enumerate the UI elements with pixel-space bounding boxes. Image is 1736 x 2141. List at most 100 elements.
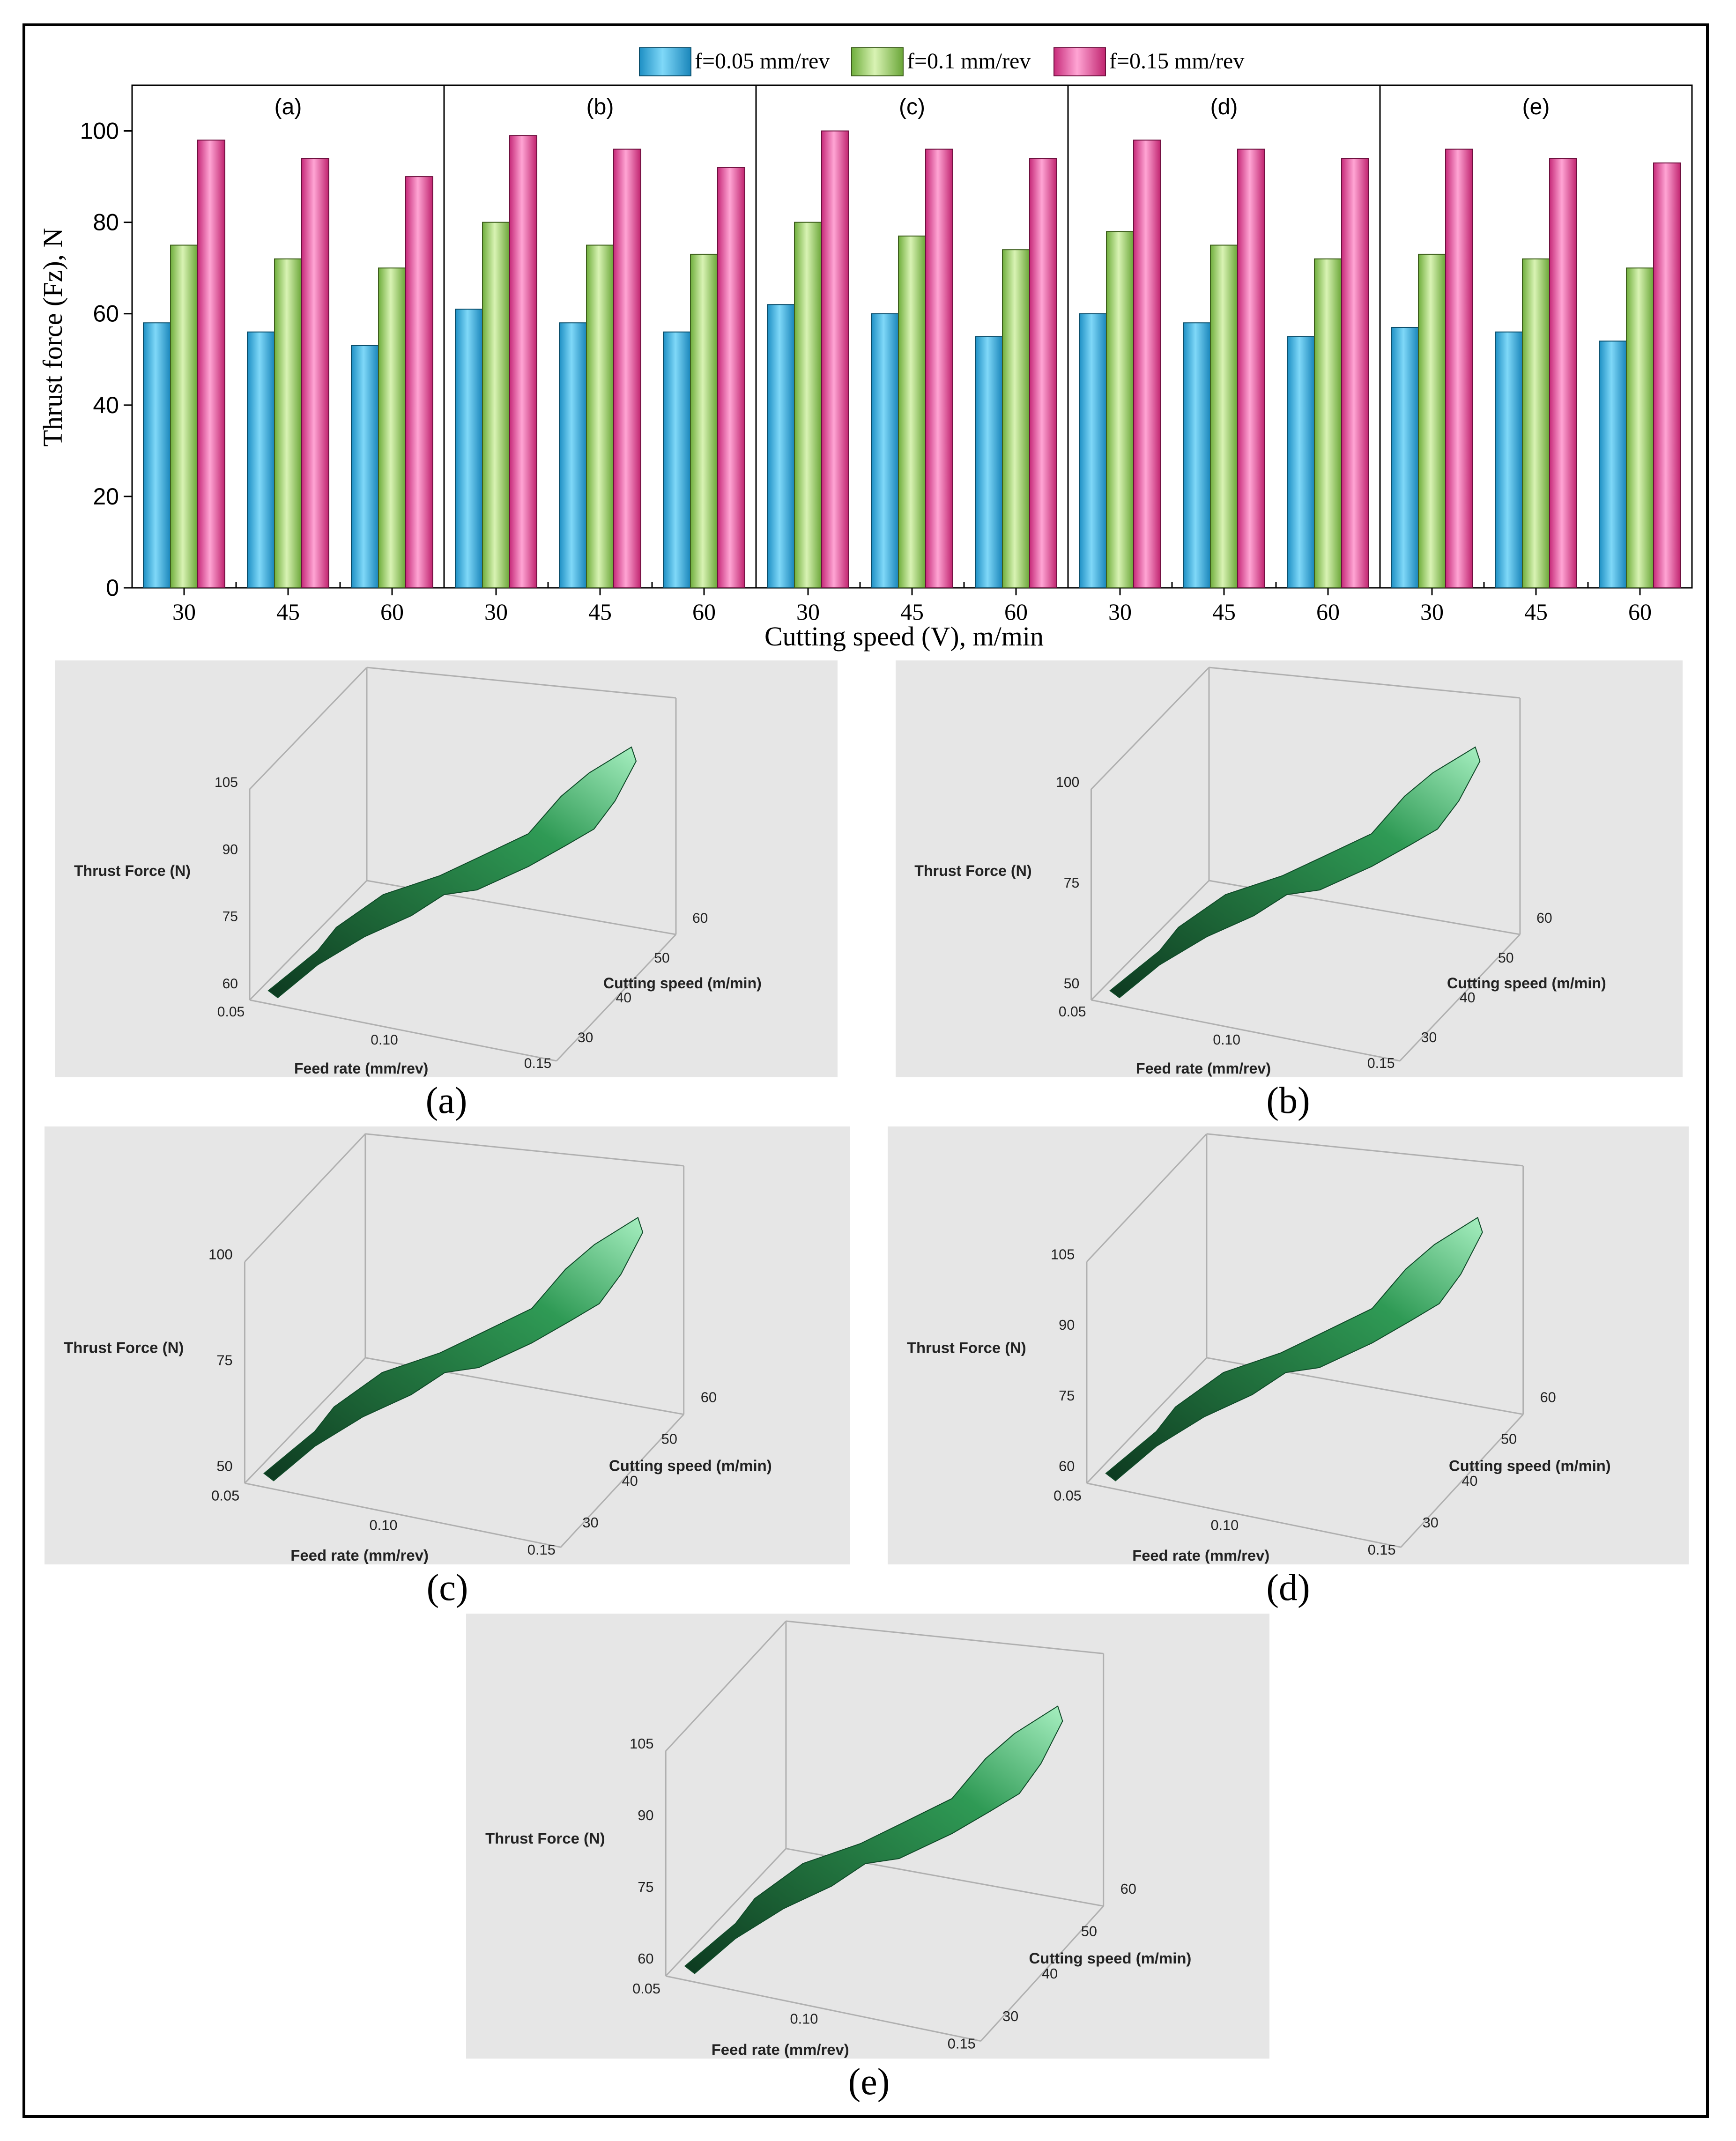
y-tick-label: 40 xyxy=(1462,1473,1477,1489)
floor-edge xyxy=(556,933,677,1062)
y-axis-label: Cutting speed (m/min) xyxy=(1449,1457,1611,1474)
legend-label: f=0.15 mm/rev xyxy=(1109,49,1244,74)
group-label: (a) xyxy=(274,95,302,119)
y-axis-label: Cutting speed (m/min) xyxy=(1447,975,1606,992)
bar-3-2-2 xyxy=(1341,158,1369,588)
x-tick-label: 0.10 xyxy=(1210,1517,1239,1533)
z-tick-label: 75 xyxy=(216,1352,232,1369)
bar-4-1-0 xyxy=(1495,331,1523,588)
bar-1-0-2 xyxy=(509,135,537,588)
bar-1-0-0 xyxy=(455,308,483,588)
bar-0-2-1 xyxy=(378,267,406,588)
bar-3-1-1 xyxy=(1210,244,1238,588)
top-edge xyxy=(1086,1133,1208,1262)
y-tick-label: 30 xyxy=(1421,1030,1437,1045)
bar-3-2-1 xyxy=(1314,258,1342,588)
caption-a: (a) xyxy=(425,1080,467,1121)
y-tick-label: 30 xyxy=(578,1030,593,1045)
bar-3-0-1 xyxy=(1106,231,1134,588)
floor-edge xyxy=(1091,999,1400,1062)
x-tick-label: 45 xyxy=(1524,599,1548,625)
y-tick-label: 0 xyxy=(106,575,119,601)
x-tick-label: 0.15 xyxy=(948,2036,976,2052)
z-tick-label: 105 xyxy=(1051,1246,1075,1263)
floor-edge xyxy=(560,1414,684,1548)
floor-edge xyxy=(665,1975,981,2042)
x-tick-label: 0.05 xyxy=(1053,1487,1082,1504)
bar-2-1-1 xyxy=(898,235,926,588)
floor-edge xyxy=(244,1357,366,1484)
top-edge xyxy=(365,1133,684,1167)
y-tick-label: 60 xyxy=(1540,1389,1556,1405)
y-axis-label: Cutting speed (m/min) xyxy=(609,1457,772,1474)
legend-swatch xyxy=(1053,47,1106,76)
x-tick-label: 60 xyxy=(1004,599,1028,625)
z-tick-label: 75 xyxy=(1059,1387,1075,1404)
x-tick-label: 30 xyxy=(796,599,820,625)
x-tick-label: 45 xyxy=(900,599,924,625)
group-label: (d) xyxy=(1210,95,1238,119)
z-axis-label: Thrust Force (N) xyxy=(74,862,191,879)
x-tick-label: 0.10 xyxy=(790,2010,818,2027)
figure-frame xyxy=(22,23,1709,2118)
group-label: (b) xyxy=(586,95,614,119)
y-tick-label: 40 xyxy=(1460,990,1476,1006)
z-tick-label: 75 xyxy=(638,1879,653,1895)
x-tick-label: 0.05 xyxy=(632,1980,660,1997)
y-tick-label: 50 xyxy=(654,950,669,966)
top-edge xyxy=(366,667,676,699)
bar-4-1-1 xyxy=(1522,258,1550,588)
y-tick-label: 30 xyxy=(1002,2008,1018,2024)
y-tick-label: 60 xyxy=(93,301,119,327)
z-axis-label: Thrust Force (N) xyxy=(64,1339,184,1356)
floor-edge xyxy=(249,880,368,1001)
y-tick-label: 60 xyxy=(692,911,708,926)
top-edge xyxy=(249,667,368,790)
floor-edge xyxy=(1086,1482,1401,1548)
x-tick-label: 0.05 xyxy=(211,1487,239,1504)
surface-panel-d: 60 75 90 105 Thrust Force (N) 0.05 0.10 0.15 Fee… xyxy=(888,1126,1689,1564)
x-tick-label: 0.10 xyxy=(1213,1032,1240,1048)
bar-0-1-0 xyxy=(247,331,275,588)
caption-d: (d) xyxy=(1266,1567,1310,1608)
z-tick-label: 75 xyxy=(223,909,238,925)
bar-1-2-1 xyxy=(690,253,718,588)
x-tick-label: 30 xyxy=(1108,599,1132,625)
y-tick-label: 50 xyxy=(1081,1923,1097,1939)
x-tick-label: 45 xyxy=(276,599,300,625)
bar-3-0-2 xyxy=(1133,140,1161,588)
y-tick-label: 40 xyxy=(616,990,631,1006)
legend-swatch xyxy=(851,47,904,76)
x-tick-label: 0.15 xyxy=(524,1056,551,1071)
z-axis-label: Thrust Force (N) xyxy=(485,1830,605,1847)
x-tick-label: 30 xyxy=(484,599,508,625)
bar-0-0-2 xyxy=(197,140,225,588)
z-tick-label: 60 xyxy=(223,976,238,992)
caption-c: (c) xyxy=(426,1567,468,1608)
y-tick-label: 60 xyxy=(1536,911,1552,926)
floor-edge xyxy=(1086,1357,1208,1484)
z-tick-label: 90 xyxy=(223,842,238,857)
legend-label: f=0.1 mm/rev xyxy=(907,49,1031,74)
group-label: (c) xyxy=(899,95,925,119)
caption-b: (b) xyxy=(1266,1080,1310,1121)
y-tick-label: 40 xyxy=(1042,1965,1058,1982)
x-axis-label: Feed rate (mm/rev) xyxy=(712,2041,849,2058)
bar-4-0-0 xyxy=(1391,326,1419,588)
surface-panel-c: 50 75 100 Thrust Force (N) 0.05 0.10 0.15 Feed … xyxy=(45,1126,850,1564)
plot-area: 0 20 40 60 80 100 (a) 30 45 60 (b) 30 45 60 (c) 30 45 60 (… xyxy=(80,84,1693,625)
x-tick-label: 60 xyxy=(692,599,716,625)
floor-edge xyxy=(980,1905,1104,2042)
x-tick-label: 0.15 xyxy=(527,1541,556,1558)
y-tick-label: 20 xyxy=(93,483,119,510)
y-axis-label: Cutting speed (m/min) xyxy=(1029,1949,1192,1967)
x-tick-label: 0.10 xyxy=(369,1517,397,1533)
surface-panel-a: 60 75 90 105 Thrust Force (N) 0.05 0.10 0.15 Fee… xyxy=(55,660,838,1077)
x-tick-label: 30 xyxy=(172,599,196,625)
bar-2-0-1 xyxy=(794,222,822,588)
z-tick-label: 100 xyxy=(1056,775,1079,790)
bar-1-2-2 xyxy=(717,167,745,588)
legend-label: f=0.05 mm/rev xyxy=(695,49,830,74)
top-edge xyxy=(1091,667,1210,790)
x-axis-label: Feed rate (mm/rev) xyxy=(290,1547,429,1564)
